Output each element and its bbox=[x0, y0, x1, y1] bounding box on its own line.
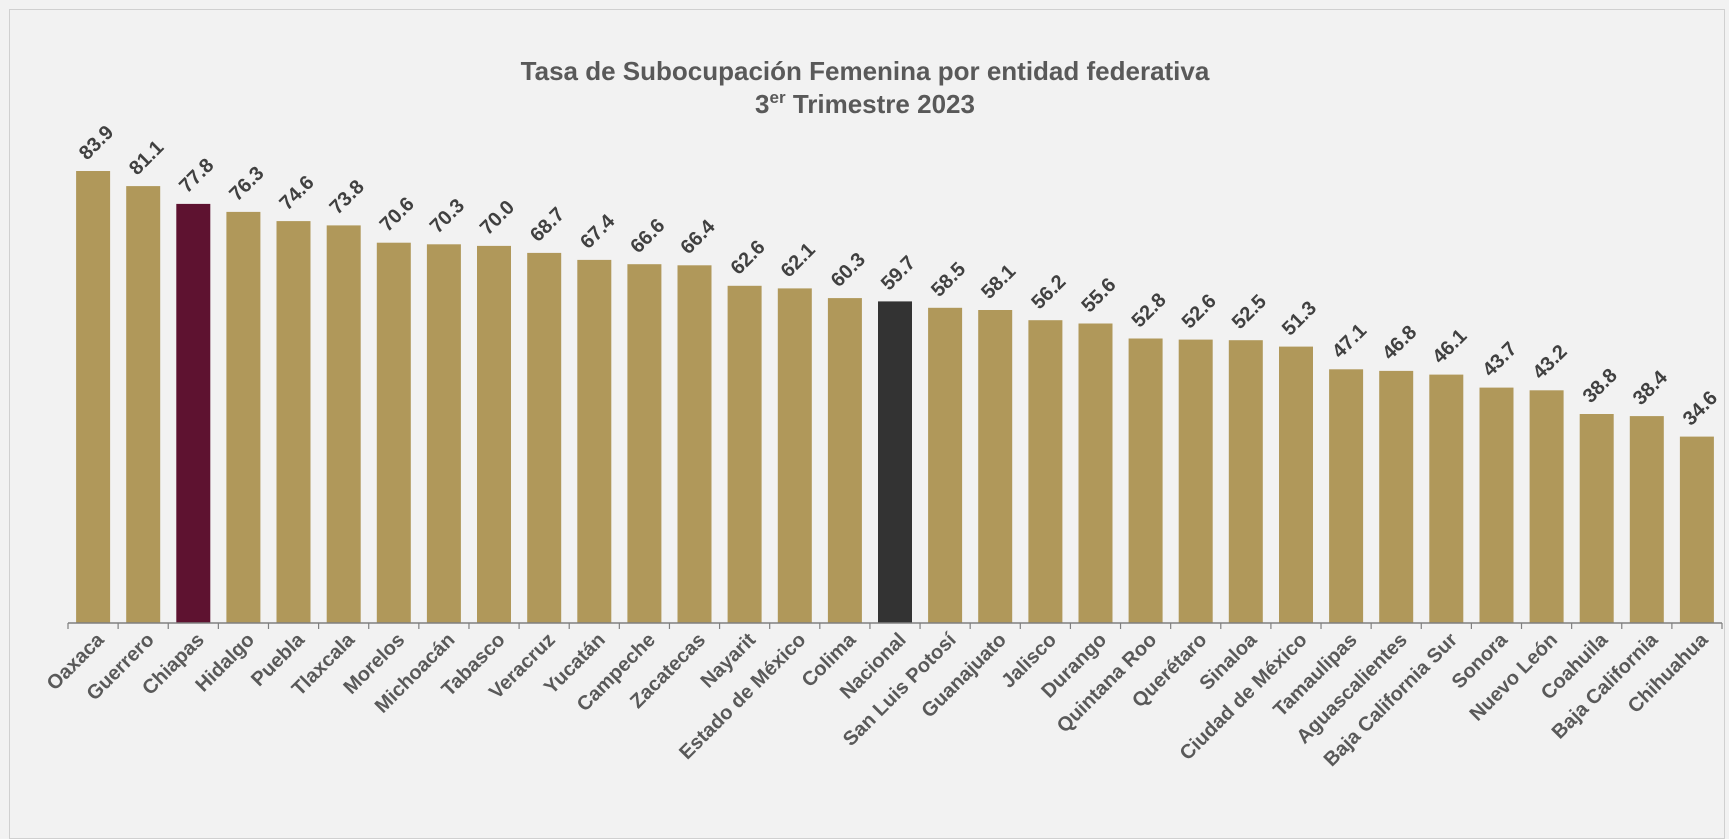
value-label-queretaro: 52.6 bbox=[1178, 290, 1221, 333]
value-label-nacional: 59.7 bbox=[877, 252, 920, 295]
value-label-san-luis-potosi: 58.5 bbox=[927, 258, 970, 301]
bar-guanajuato bbox=[978, 310, 1013, 623]
value-label-ciudad-de-mexico: 51.3 bbox=[1278, 297, 1321, 340]
value-label-yucatan: 67.4 bbox=[576, 210, 620, 254]
value-label-estado-de-mexico: 62.1 bbox=[777, 239, 820, 282]
bar-baja-california bbox=[1629, 416, 1664, 623]
value-label-baja-california-sur: 46.1 bbox=[1428, 325, 1471, 368]
bar-zacatecas bbox=[677, 265, 712, 623]
value-label-tamaulipas: 47.1 bbox=[1328, 320, 1371, 363]
chart-subtitle: 3er Trimestre 2023 bbox=[755, 88, 975, 119]
bar-sonora bbox=[1479, 387, 1514, 623]
value-label-colima: 60.3 bbox=[827, 249, 870, 292]
bar-yucatan bbox=[577, 259, 612, 623]
value-label-guerrero: 81.1 bbox=[125, 137, 168, 180]
category-labels-group: OaxacaGuerreroChiapasHidalgoPueblaTlaxca… bbox=[43, 628, 1713, 771]
value-label-coahuila: 38.8 bbox=[1579, 364, 1622, 407]
value-label-nayarit: 62.6 bbox=[727, 236, 770, 279]
bar-campeche bbox=[627, 264, 662, 623]
value-label-michoacan: 70.3 bbox=[426, 195, 469, 238]
bar-ciudad-de-mexico bbox=[1279, 346, 1313, 623]
bar-chihuahua bbox=[1679, 436, 1714, 623]
subtitle-number: 3 bbox=[755, 89, 769, 119]
value-label-tabasco: 70.0 bbox=[476, 196, 519, 239]
bar-colima bbox=[827, 298, 862, 623]
value-label-tlaxcala: 73.8 bbox=[326, 176, 369, 219]
bar-sinaloa bbox=[1228, 340, 1263, 623]
value-label-durango: 55.6 bbox=[1077, 274, 1120, 317]
bar-aguascalientes bbox=[1379, 370, 1414, 623]
bar-puebla bbox=[276, 221, 311, 623]
value-label-campeche: 66.6 bbox=[626, 215, 669, 258]
value-label-chiapas: 77.8 bbox=[175, 154, 218, 197]
bar-chart: Tasa de Subocupación Femenina por entida… bbox=[43, 56, 1723, 771]
bar-tamaulipas bbox=[1329, 369, 1364, 623]
bar-veracruz bbox=[527, 252, 562, 623]
value-label-sinaloa: 52.5 bbox=[1228, 291, 1271, 334]
bar-tabasco bbox=[477, 245, 511, 623]
value-label-sonora: 43.7 bbox=[1478, 338, 1521, 381]
bar-jalisco bbox=[1028, 320, 1063, 623]
value-label-baja-california: 38.4 bbox=[1629, 366, 1673, 410]
bar-michoacan bbox=[426, 244, 461, 624]
subtitle-rest: Trimestre 2023 bbox=[786, 89, 975, 119]
value-label-jalisco: 56.2 bbox=[1027, 271, 1070, 314]
bar-quintana-roo bbox=[1128, 338, 1163, 623]
bar-coahuila bbox=[1579, 414, 1614, 623]
bar-morelos bbox=[376, 242, 411, 623]
value-label-oaxaca: 83.9 bbox=[75, 121, 118, 164]
value-label-nuevo-leon: 43.2 bbox=[1529, 341, 1572, 384]
value-label-guanajuato: 58.1 bbox=[977, 260, 1020, 303]
bar-nayarit bbox=[727, 285, 762, 623]
value-label-aguascalientes: 46.8 bbox=[1378, 321, 1421, 364]
value-label-chihuahua: 34.6 bbox=[1679, 387, 1722, 430]
value-label-morelos: 70.6 bbox=[376, 193, 419, 236]
value-label-zacatecas: 66.4 bbox=[676, 215, 720, 259]
value-label-puebla: 74.6 bbox=[276, 172, 319, 215]
bar-estado-de-mexico bbox=[777, 288, 812, 623]
bar-baja-california-sur bbox=[1429, 374, 1464, 623]
chart-title: Tasa de Subocupación Femenina por entida… bbox=[521, 56, 1210, 86]
value-label-veracruz: 68.7 bbox=[526, 203, 569, 246]
bars-group bbox=[76, 171, 1714, 624]
bar-oaxaca bbox=[76, 171, 111, 623]
bar-durango bbox=[1078, 323, 1113, 623]
bar-nuevo-leon bbox=[1529, 390, 1564, 623]
bar-queretaro bbox=[1178, 339, 1213, 623]
value-label-hidalgo: 76.3 bbox=[225, 162, 268, 205]
subtitle-superscript: er bbox=[770, 88, 786, 107]
bar-guerrero bbox=[126, 186, 161, 623]
bar-chiapas bbox=[176, 203, 211, 623]
bar-san-luis-potosi bbox=[928, 307, 963, 623]
x-axis-ticks bbox=[67, 623, 1723, 629]
bar-tlaxcala bbox=[326, 225, 361, 623]
value-label-quintana-roo: 52.8 bbox=[1128, 289, 1171, 332]
bar-nacional bbox=[878, 301, 912, 623]
bar-hidalgo bbox=[226, 211, 261, 623]
